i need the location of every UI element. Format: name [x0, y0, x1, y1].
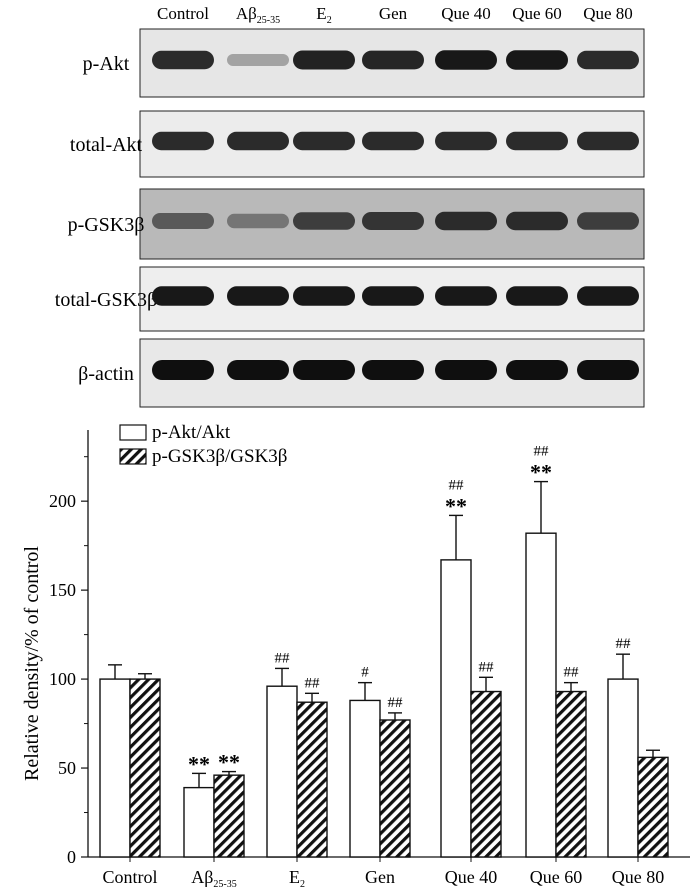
bar-p-akt — [607, 678, 639, 858]
blot-band — [152, 286, 214, 306]
blot-band — [293, 212, 355, 230]
significance-hash: ## — [388, 695, 404, 711]
blot-lane-label: Control — [157, 4, 209, 23]
significance-hash: ## — [616, 636, 632, 652]
bar-p-gsk3b — [637, 756, 669, 858]
blot-band — [506, 286, 568, 306]
blot-band — [152, 213, 214, 229]
blot-band — [293, 50, 355, 70]
blot-band — [577, 360, 639, 380]
significance-hash: ## — [305, 675, 321, 691]
legend-label: p-Akt/Akt — [152, 422, 231, 443]
legend-swatch — [119, 424, 147, 441]
blot-band — [435, 360, 497, 380]
bar-p-gsk3b — [470, 690, 502, 858]
blot-band — [227, 213, 289, 229]
blot-row-label: β-actin — [78, 363, 134, 385]
blot-lane-label: Que 80 — [583, 4, 633, 23]
blot-band — [435, 50, 497, 70]
bar-chart: 0 50 100 150 200 Relative density/% of contro… — [21, 422, 690, 889]
bar-p-akt — [440, 559, 472, 858]
blot-row-label: total-Akt — [70, 134, 143, 156]
blot-band — [362, 212, 424, 230]
bar-p-akt — [349, 699, 381, 858]
blot-row-label: p-Akt — [83, 53, 130, 75]
blot-lane-label: E2 — [316, 4, 331, 26]
x-tick-label: Aβ25-35 — [191, 867, 237, 889]
blot-band — [152, 50, 214, 70]
blot-band — [506, 50, 568, 70]
blot-band — [362, 131, 424, 151]
blot-band — [293, 360, 355, 380]
significance-hash: ## — [449, 477, 465, 493]
y-axis-title: Relative density/% of control — [21, 546, 43, 781]
blot-band — [506, 360, 568, 380]
y-tick-label: 100 — [49, 669, 76, 689]
blot-band — [577, 212, 639, 230]
legend-label: p-GSK3β/GSK3β — [152, 446, 287, 467]
y-tick-label: 50 — [58, 758, 76, 778]
blot-lane-label: Que 40 — [441, 4, 491, 23]
significance-star: ** — [188, 751, 210, 776]
blot-band — [293, 131, 355, 151]
blot-band — [435, 131, 497, 151]
significance-star: ** — [218, 750, 240, 775]
blot-band — [362, 286, 424, 306]
blot-lane-label: Aβ25-35 — [236, 4, 280, 26]
blot-row-label: p-GSK3β — [68, 214, 145, 236]
x-tick-label: Que 40 — [445, 867, 498, 887]
significance-hash: ## — [275, 650, 291, 666]
blot-band — [227, 286, 289, 306]
bar-p-akt — [183, 786, 215, 858]
blot-row-label: total-GSK3β — [55, 289, 157, 311]
x-tick-label: Control — [102, 867, 157, 887]
blot-lane-label: Gen — [379, 4, 408, 23]
x-tick-label: Que 60 — [530, 867, 583, 887]
significance-star: ** — [530, 460, 552, 485]
bar-p-gsk3b — [555, 690, 587, 858]
significance-hash: ## — [479, 659, 495, 675]
bar-p-akt — [525, 532, 557, 858]
blot-band — [506, 131, 568, 151]
bar-p-gsk3b — [129, 678, 161, 858]
blot-band — [577, 131, 639, 151]
blot-band — [227, 54, 289, 66]
y-tick-label: 200 — [49, 491, 76, 511]
significance-star: ** — [445, 493, 467, 518]
bar-p-gsk3b — [296, 701, 328, 858]
significance-hash: ## — [534, 444, 550, 460]
blot-band — [362, 50, 424, 70]
blot-band — [152, 131, 214, 151]
bar-p-gsk3b — [213, 774, 245, 858]
blot-band — [435, 211, 497, 231]
blot-band — [435, 286, 497, 306]
bar-p-gsk3b — [379, 719, 411, 858]
significance-hash: # — [361, 665, 369, 681]
western-blot-panel: Control Aβ25-35 E2 Gen Que 40 Que 60 Que 80 p-A… — [55, 4, 645, 408]
bar-p-akt — [99, 678, 131, 858]
x-tick-label: E2 — [289, 867, 305, 889]
legend-swatch — [119, 448, 147, 465]
blot-band — [293, 286, 355, 306]
blot-band — [152, 360, 214, 380]
y-tick-label: 150 — [49, 580, 76, 600]
x-tick-label: Que 80 — [612, 867, 665, 887]
bar-p-akt — [266, 685, 298, 858]
significance-hash: ## — [564, 665, 580, 681]
x-tick-label: Gen — [365, 867, 395, 887]
blot-band — [577, 286, 639, 306]
blot-lane-label: Que 60 — [512, 4, 562, 23]
blot-band — [506, 211, 568, 231]
blot-band — [362, 360, 424, 380]
y-tick-label: 0 — [67, 847, 76, 867]
blot-band — [227, 131, 289, 151]
blot-band — [227, 360, 289, 380]
blot-band — [577, 50, 639, 70]
